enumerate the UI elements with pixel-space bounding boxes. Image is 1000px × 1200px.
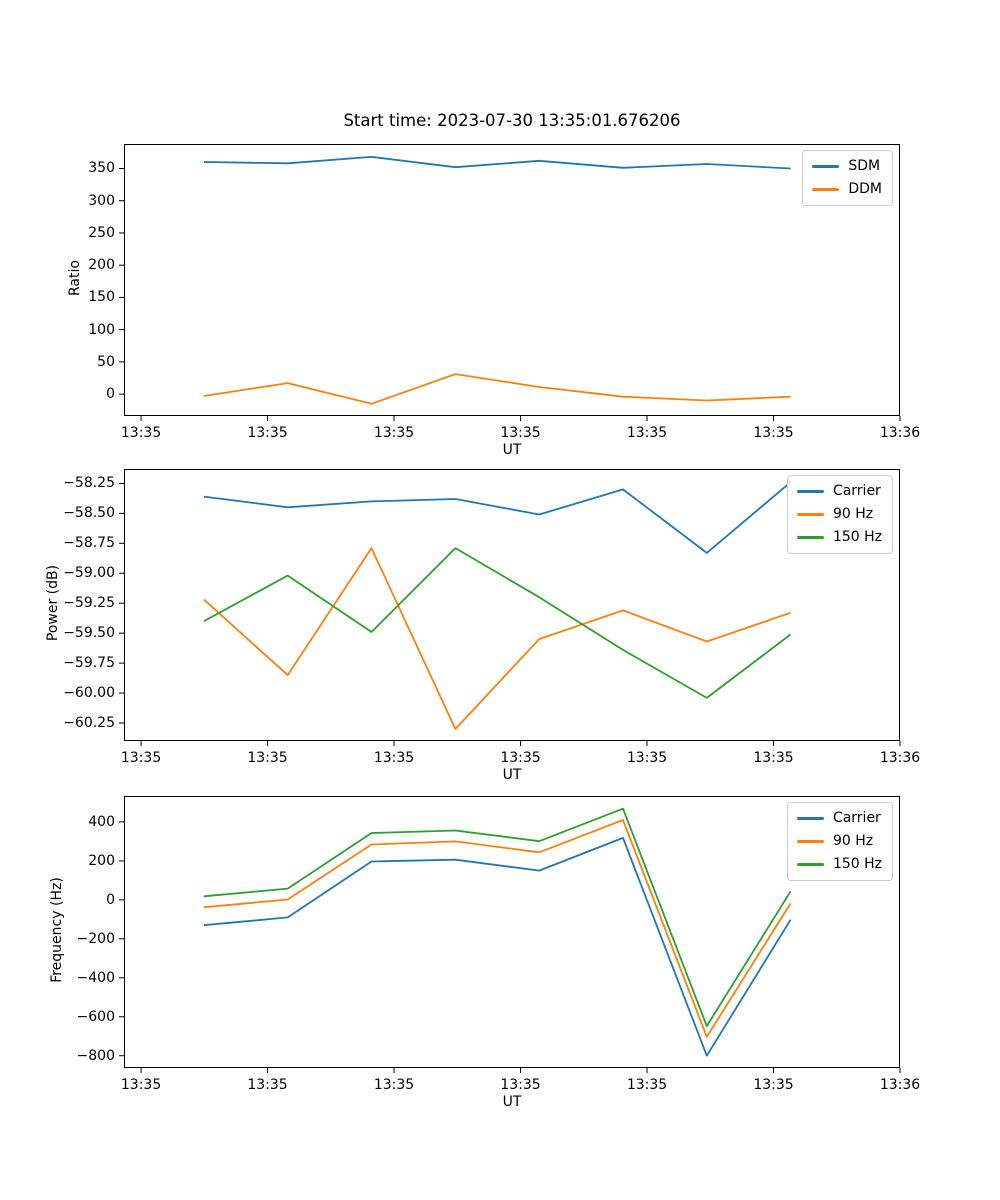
plot-area-frequency-plot xyxy=(119,796,901,1073)
x-tick-label: 13:35 xyxy=(247,425,288,441)
legend-label: Carrier xyxy=(832,483,881,499)
x-tick-label: 13:35 xyxy=(626,425,668,441)
series-line-150-hz xyxy=(203,547,792,699)
y-tick-label: −59.50 xyxy=(63,625,115,642)
y-tick-label: 50 xyxy=(97,353,115,370)
legend-label: 150 Hz xyxy=(832,529,882,545)
legend: SDM DDM xyxy=(802,150,893,206)
x-tick-label: 13:35 xyxy=(500,425,541,441)
x-tick-label: 13:35 xyxy=(247,750,288,766)
axes-spines xyxy=(124,796,900,1068)
y-tick-label: 350 xyxy=(88,160,115,177)
legend-label: DDM xyxy=(848,181,882,197)
y-tick-label: −59.25 xyxy=(63,595,115,612)
legend-entry: 90 Hz xyxy=(796,833,882,850)
x-tick-label: 13:35 xyxy=(120,425,162,441)
figure-title: Start time: 2023-07-30 13:35:01.676206 xyxy=(343,111,681,130)
series-line-carrier xyxy=(203,837,792,1057)
y-tick-label: 200 xyxy=(88,852,115,869)
axes-spines xyxy=(124,469,900,741)
x-tick-label: 13:35 xyxy=(373,425,415,441)
y-tick-label: −200 xyxy=(76,930,115,947)
x-tick-label: 13:35 xyxy=(500,1077,541,1093)
y-tick-label: −58.25 xyxy=(63,475,115,492)
y-tick-label: −600 xyxy=(76,1008,115,1025)
y-tick-label: −60.25 xyxy=(63,715,115,732)
legend: Carrier 90 Hz 150 Hz xyxy=(786,475,893,554)
x-tick-label: 13:35 xyxy=(626,1077,668,1093)
y-tick-label: −800 xyxy=(76,1047,115,1064)
legend-entry: 90 Hz xyxy=(796,506,882,523)
x-tick-label: 13:35 xyxy=(500,750,541,766)
x-tick-label: 13:35 xyxy=(373,1077,415,1093)
y-tick-label: 400 xyxy=(88,813,115,830)
y-tick-label: 300 xyxy=(88,192,115,209)
x-tick-label: 13:35 xyxy=(753,425,794,441)
legend-label: 90 Hz xyxy=(832,506,874,522)
legend-label: SDM xyxy=(848,158,881,174)
x-axis-label: UT xyxy=(502,1094,522,1110)
y-tick-label: 100 xyxy=(88,321,115,338)
x-tick-label: 13:36 xyxy=(879,750,921,766)
legend-swatch-90-hz xyxy=(796,513,824,516)
legend-swatch-ddm xyxy=(812,188,840,191)
legend-swatch-90-hz xyxy=(796,840,824,843)
plot-area-ratio-plot xyxy=(119,144,901,421)
y-axis-label: Ratio xyxy=(67,260,83,296)
x-tick-label: 13:35 xyxy=(247,1077,288,1093)
legend-entry: Carrier xyxy=(796,810,882,827)
y-tick-label: 200 xyxy=(88,257,115,274)
legend: Carrier 90 Hz 150 Hz xyxy=(786,802,893,881)
x-tick-label: 13:35 xyxy=(753,750,794,766)
axes-spines xyxy=(124,144,900,416)
y-tick-label: −58.75 xyxy=(63,535,115,552)
x-tick-label: 13:35 xyxy=(120,1077,162,1093)
legend-entry: 150 Hz xyxy=(796,529,882,546)
series-line-carrier xyxy=(203,481,792,554)
y-tick-label: 150 xyxy=(88,289,115,306)
y-tick-label: 0 xyxy=(106,891,115,908)
series-line-150-hz xyxy=(203,807,792,1028)
legend-swatch-sdm xyxy=(812,165,840,168)
y-tick-label: −60.00 xyxy=(63,685,115,702)
x-axis-label: UT xyxy=(502,767,522,783)
y-tick-label: −58.50 xyxy=(63,505,115,522)
legend-swatch-150-hz xyxy=(796,863,824,866)
legend-swatch-carrier xyxy=(796,490,824,493)
x-axis-label: UT xyxy=(502,442,522,458)
series-line-sdm xyxy=(203,155,791,170)
y-tick-label: 250 xyxy=(88,224,115,241)
y-tick-label: −400 xyxy=(76,969,115,986)
legend-entry: DDM xyxy=(812,181,882,198)
series-line-ddm xyxy=(203,373,791,405)
x-tick-label: 13:35 xyxy=(373,750,415,766)
y-tick-label: −59.00 xyxy=(63,565,115,582)
x-tick-label: 13:36 xyxy=(879,425,921,441)
y-tick-label: −59.75 xyxy=(63,655,115,672)
legend-swatch-150-hz xyxy=(796,536,824,539)
legend-entry: SDM xyxy=(812,158,882,175)
x-tick-label: 13:35 xyxy=(120,750,162,766)
plot-area-power-plot xyxy=(119,469,901,746)
series-line-90-hz xyxy=(203,547,791,730)
legend-label: Carrier xyxy=(832,810,881,826)
legend-label: 150 Hz xyxy=(832,856,882,872)
y-tick-label: 0 xyxy=(106,386,115,403)
y-axis-label: Frequency (Hz) xyxy=(49,877,65,983)
legend-entry: 150 Hz xyxy=(796,856,882,873)
legend-swatch-carrier xyxy=(796,817,824,820)
x-tick-label: 13:36 xyxy=(879,1077,921,1093)
series-line-90-hz xyxy=(203,819,792,1038)
legend-label: 90 Hz xyxy=(832,833,874,849)
x-tick-label: 13:35 xyxy=(626,750,668,766)
x-tick-label: 13:35 xyxy=(753,1077,794,1093)
legend-entry: Carrier xyxy=(796,483,882,500)
y-axis-label: Power (dB) xyxy=(45,564,61,642)
